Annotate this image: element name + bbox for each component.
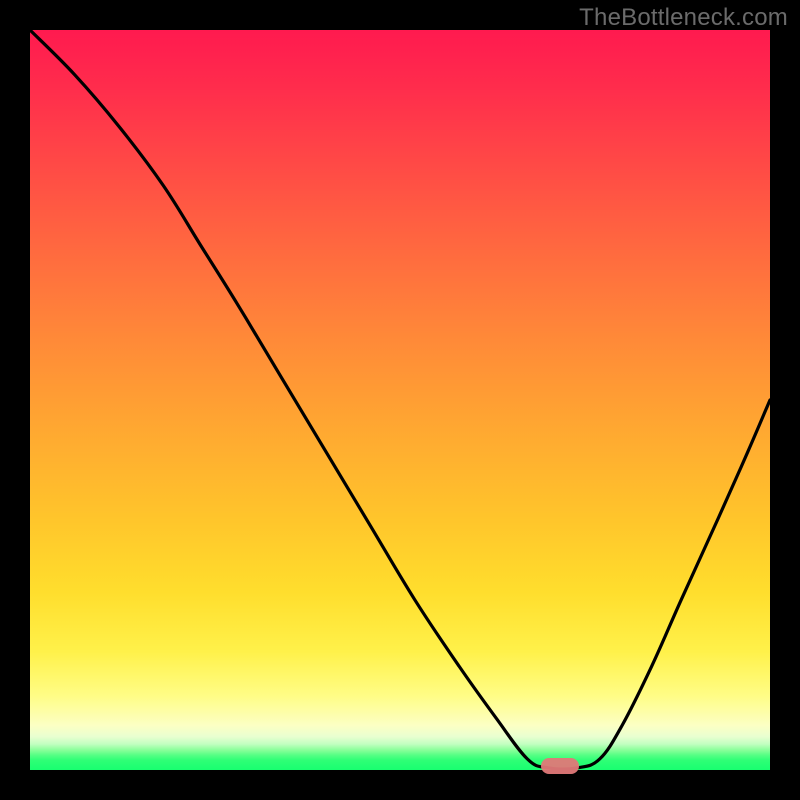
chart-container: TheBottleneck.com [0,0,800,800]
optimal-marker [541,758,579,774]
plot-area [30,30,770,770]
curve-svg [30,30,770,770]
bottleneck-curve [30,30,770,769]
watermark-text: TheBottleneck.com [579,4,788,32]
